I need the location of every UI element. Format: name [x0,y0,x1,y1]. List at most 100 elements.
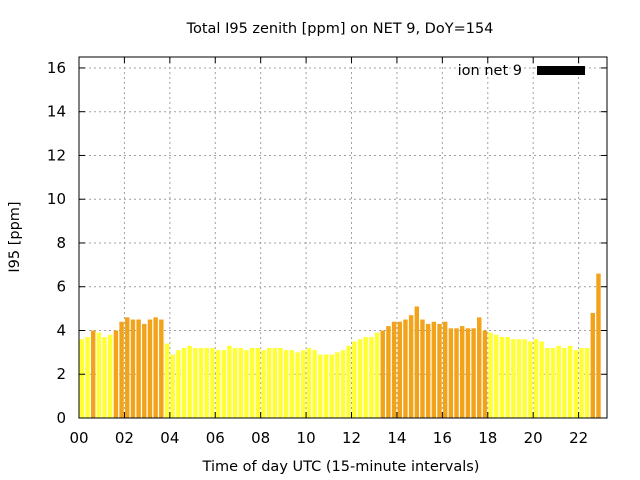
bar [477,317,482,418]
x-tick-label: 04 [160,429,179,447]
plot-frame [78,56,608,419]
bar [403,319,408,418]
x-tick-label: 00 [69,429,88,447]
y-tick-label: 8 [56,234,66,252]
bar [584,347,590,418]
chart-title: Total I95 zenith [ppm] on NET 9, DoY=154 [186,21,494,37]
x-tick-label: 18 [478,429,497,447]
bar [335,352,340,418]
bar [380,330,385,418]
bar [284,350,289,418]
bar [227,345,232,418]
y-tick-label: 0 [56,409,66,427]
bar [187,345,192,418]
bar [136,319,141,418]
bar [391,321,397,418]
bar [590,312,596,418]
x-tick-label: 02 [115,429,134,447]
bar [108,334,113,418]
bar [442,321,448,418]
bar [556,345,561,418]
bar [460,326,465,418]
y-tick-label: 2 [56,365,66,383]
bar [278,347,283,418]
bar [471,328,476,418]
bar [215,350,221,418]
bar [210,347,215,418]
x-tick-label: 14 [387,429,406,447]
bar [499,337,505,418]
bar [363,337,368,418]
bar [238,347,244,418]
bar [511,339,516,418]
bar [164,343,170,418]
bar [425,323,431,418]
bar [562,347,567,418]
bar [505,337,510,418]
bar [147,319,153,418]
bar [204,347,209,418]
bar [318,354,323,418]
bar [386,326,391,418]
bar [176,350,181,418]
bar [261,350,266,418]
bar [79,339,85,418]
bar [454,328,459,418]
x-tick-label: 22 [569,429,588,447]
bar [346,345,351,418]
bar [357,339,363,418]
x-tick-label: 12 [342,429,361,447]
bar [181,347,187,418]
bar [437,323,442,418]
y-tick-label: 12 [47,146,66,164]
bar [323,354,329,418]
x-tick-label: 06 [206,429,225,447]
bars [79,273,601,418]
y-tick-label: 6 [56,278,66,296]
bar [306,347,312,418]
bar [545,347,550,418]
bar [198,347,204,418]
bar [516,339,522,418]
bar [272,347,278,418]
y-axis-label: I95 [ppm] [7,201,23,272]
bar [522,339,527,418]
bar [102,337,107,418]
legend-label: ion net 9 [458,63,522,79]
grid [79,57,607,418]
bar [170,354,175,418]
bar [295,352,300,418]
x-tick-label: 10 [297,429,316,447]
bar [249,347,255,418]
bar [289,350,295,418]
bar [533,339,539,418]
bar [193,347,198,418]
bar [550,347,556,418]
bar [312,350,317,418]
bar [125,317,130,418]
x-tick-label: 08 [251,429,270,447]
bar [414,306,420,418]
bar [119,321,124,418]
x-axis-label: Time of day UTC (15-minute intervals) [202,459,480,475]
bar [90,330,96,418]
bar [255,347,261,418]
bar [374,332,380,418]
bar [329,354,334,418]
legend-swatch [537,66,585,75]
bar [266,347,272,418]
bar [352,341,357,418]
bar [244,350,249,418]
y-tick-label: 14 [47,103,66,121]
bar [142,323,147,418]
bar [573,350,578,418]
bar [232,347,238,418]
y-tick-label: 16 [47,59,66,77]
bar [431,321,437,418]
bar [528,341,533,418]
bar [397,321,402,418]
bar [482,330,488,418]
bar [539,341,544,418]
